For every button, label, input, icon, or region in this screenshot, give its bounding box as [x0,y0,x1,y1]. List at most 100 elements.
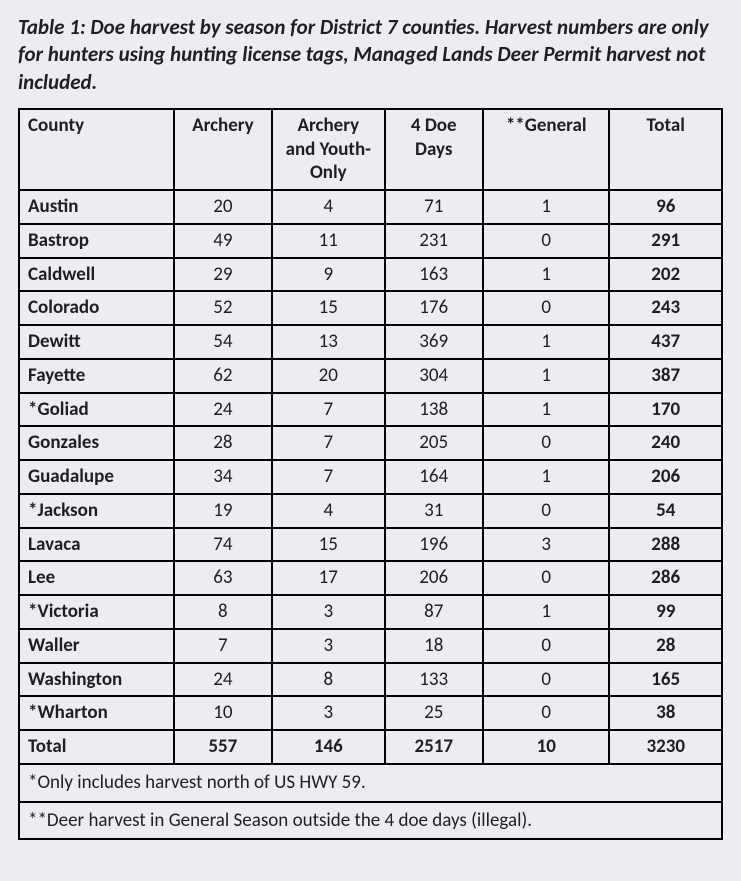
table-cell: Lavaca [19,528,174,562]
table-cell: *Jackson [19,494,174,528]
table-cell: 3 [483,528,610,562]
table-totals-row: Total5571462517103230 [19,730,722,764]
table-cell: 49 [174,224,272,258]
table-cell: 291 [609,224,722,258]
table-cell: 99 [609,595,722,629]
table-cell: 63 [174,561,272,595]
table-cell: *Goliad [19,393,174,427]
table-cell: 8 [272,663,384,697]
table-cell: 11 [272,224,384,258]
table-cell: 52 [174,291,272,325]
table-cell: 288 [609,528,722,562]
table-row: Bastrop49112310291 [19,224,722,258]
table-row: Caldwell2991631202 [19,258,722,292]
col-doe-days: 4 Doe Days [385,109,483,190]
table-cell: 4 [272,494,384,528]
table-cell: 71 [385,190,483,224]
table-cell: *Victoria [19,595,174,629]
table-cell: 1 [483,460,610,494]
table-cell: 20 [272,359,384,393]
table-cell: 387 [609,359,722,393]
footnote-row-2: **Deer harvest in General Season outside… [19,802,722,840]
col-county: County [19,109,174,190]
table-cell: 1 [483,393,610,427]
table-cell: *Wharton [19,696,174,730]
table-cell: 15 [272,291,384,325]
table-row: Dewitt54133691437 [19,325,722,359]
table-cell: Bastrop [19,224,174,258]
table-cell: 196 [385,528,483,562]
table-cell: 206 [385,561,483,595]
table-cell: 96 [609,190,722,224]
table-row: Lee63172060286 [19,561,722,595]
table-total-cell: 10 [483,730,610,764]
table-total-cell: 146 [272,730,384,764]
table-cell: 7 [272,460,384,494]
table-row: Waller7318028 [19,629,722,663]
table-row: Fayette62203041387 [19,359,722,393]
table-cell: 0 [483,291,610,325]
table-cell: 138 [385,393,483,427]
table-cell: 286 [609,561,722,595]
table-total-cell: 3230 [609,730,722,764]
table-row: Colorado52151760243 [19,291,722,325]
table-cell: Fayette [19,359,174,393]
table-cell: Dewitt [19,325,174,359]
table-cell: 18 [385,629,483,663]
table-cell: 1 [483,258,610,292]
table-cell: 4 [272,190,384,224]
table-cell: 10 [174,696,272,730]
col-archery: Archery [174,109,272,190]
table-row: Washington2481330165 [19,663,722,697]
table-cell: 3 [272,696,384,730]
table-cell: 24 [174,663,272,697]
table-cell: Washington [19,663,174,697]
table-cell: 0 [483,663,610,697]
table-cell: 19 [174,494,272,528]
table-total-cell: 2517 [385,730,483,764]
table-cell: 7 [272,393,384,427]
table-cell: 0 [483,224,610,258]
table-cell: 3 [272,595,384,629]
table-total-cell: 557 [174,730,272,764]
table-cell: 1 [483,595,610,629]
table-cell: 202 [609,258,722,292]
table-cell: 24 [174,393,272,427]
table-cell: 9 [272,258,384,292]
footnote-1: *Only includes harvest north of US HWY 5… [19,764,722,802]
table-cell: 170 [609,393,722,427]
table-cell: 437 [609,325,722,359]
table-cell: 87 [385,595,483,629]
table-row: Lavaca74151963288 [19,528,722,562]
table-cell: 25 [385,696,483,730]
table-cell: 38 [609,696,722,730]
table-row: *Wharton10325038 [19,696,722,730]
harvest-table: County Archery Archery and Youth-Only 4 … [18,108,723,841]
table-cell: 17 [272,561,384,595]
table-cell: 15 [272,528,384,562]
table-cell: 3 [272,629,384,663]
table-cell: 54 [174,325,272,359]
table-total-cell: Total [19,730,174,764]
table-cell: Gonzales [19,426,174,460]
table-row: Austin20471196 [19,190,722,224]
col-archery-youth: Archery and Youth-Only [272,109,384,190]
table-cell: 163 [385,258,483,292]
table-cell: 231 [385,224,483,258]
table-cell: Lee [19,561,174,595]
table-cell: 133 [385,663,483,697]
table-cell: 205 [385,426,483,460]
table-cell: 1 [483,359,610,393]
table-cell: Colorado [19,291,174,325]
table-row: Guadalupe3471641206 [19,460,722,494]
table-cell: 1 [483,190,610,224]
table-caption: Table 1: Doe harvest by season for Distr… [18,14,723,96]
table-cell: 7 [174,629,272,663]
table-cell: 243 [609,291,722,325]
table-cell: 28 [609,629,722,663]
table-cell: 0 [483,629,610,663]
table-cell: 0 [483,696,610,730]
table-cell: 1 [483,325,610,359]
table-row: *Victoria8387199 [19,595,722,629]
table-cell: 165 [609,663,722,697]
